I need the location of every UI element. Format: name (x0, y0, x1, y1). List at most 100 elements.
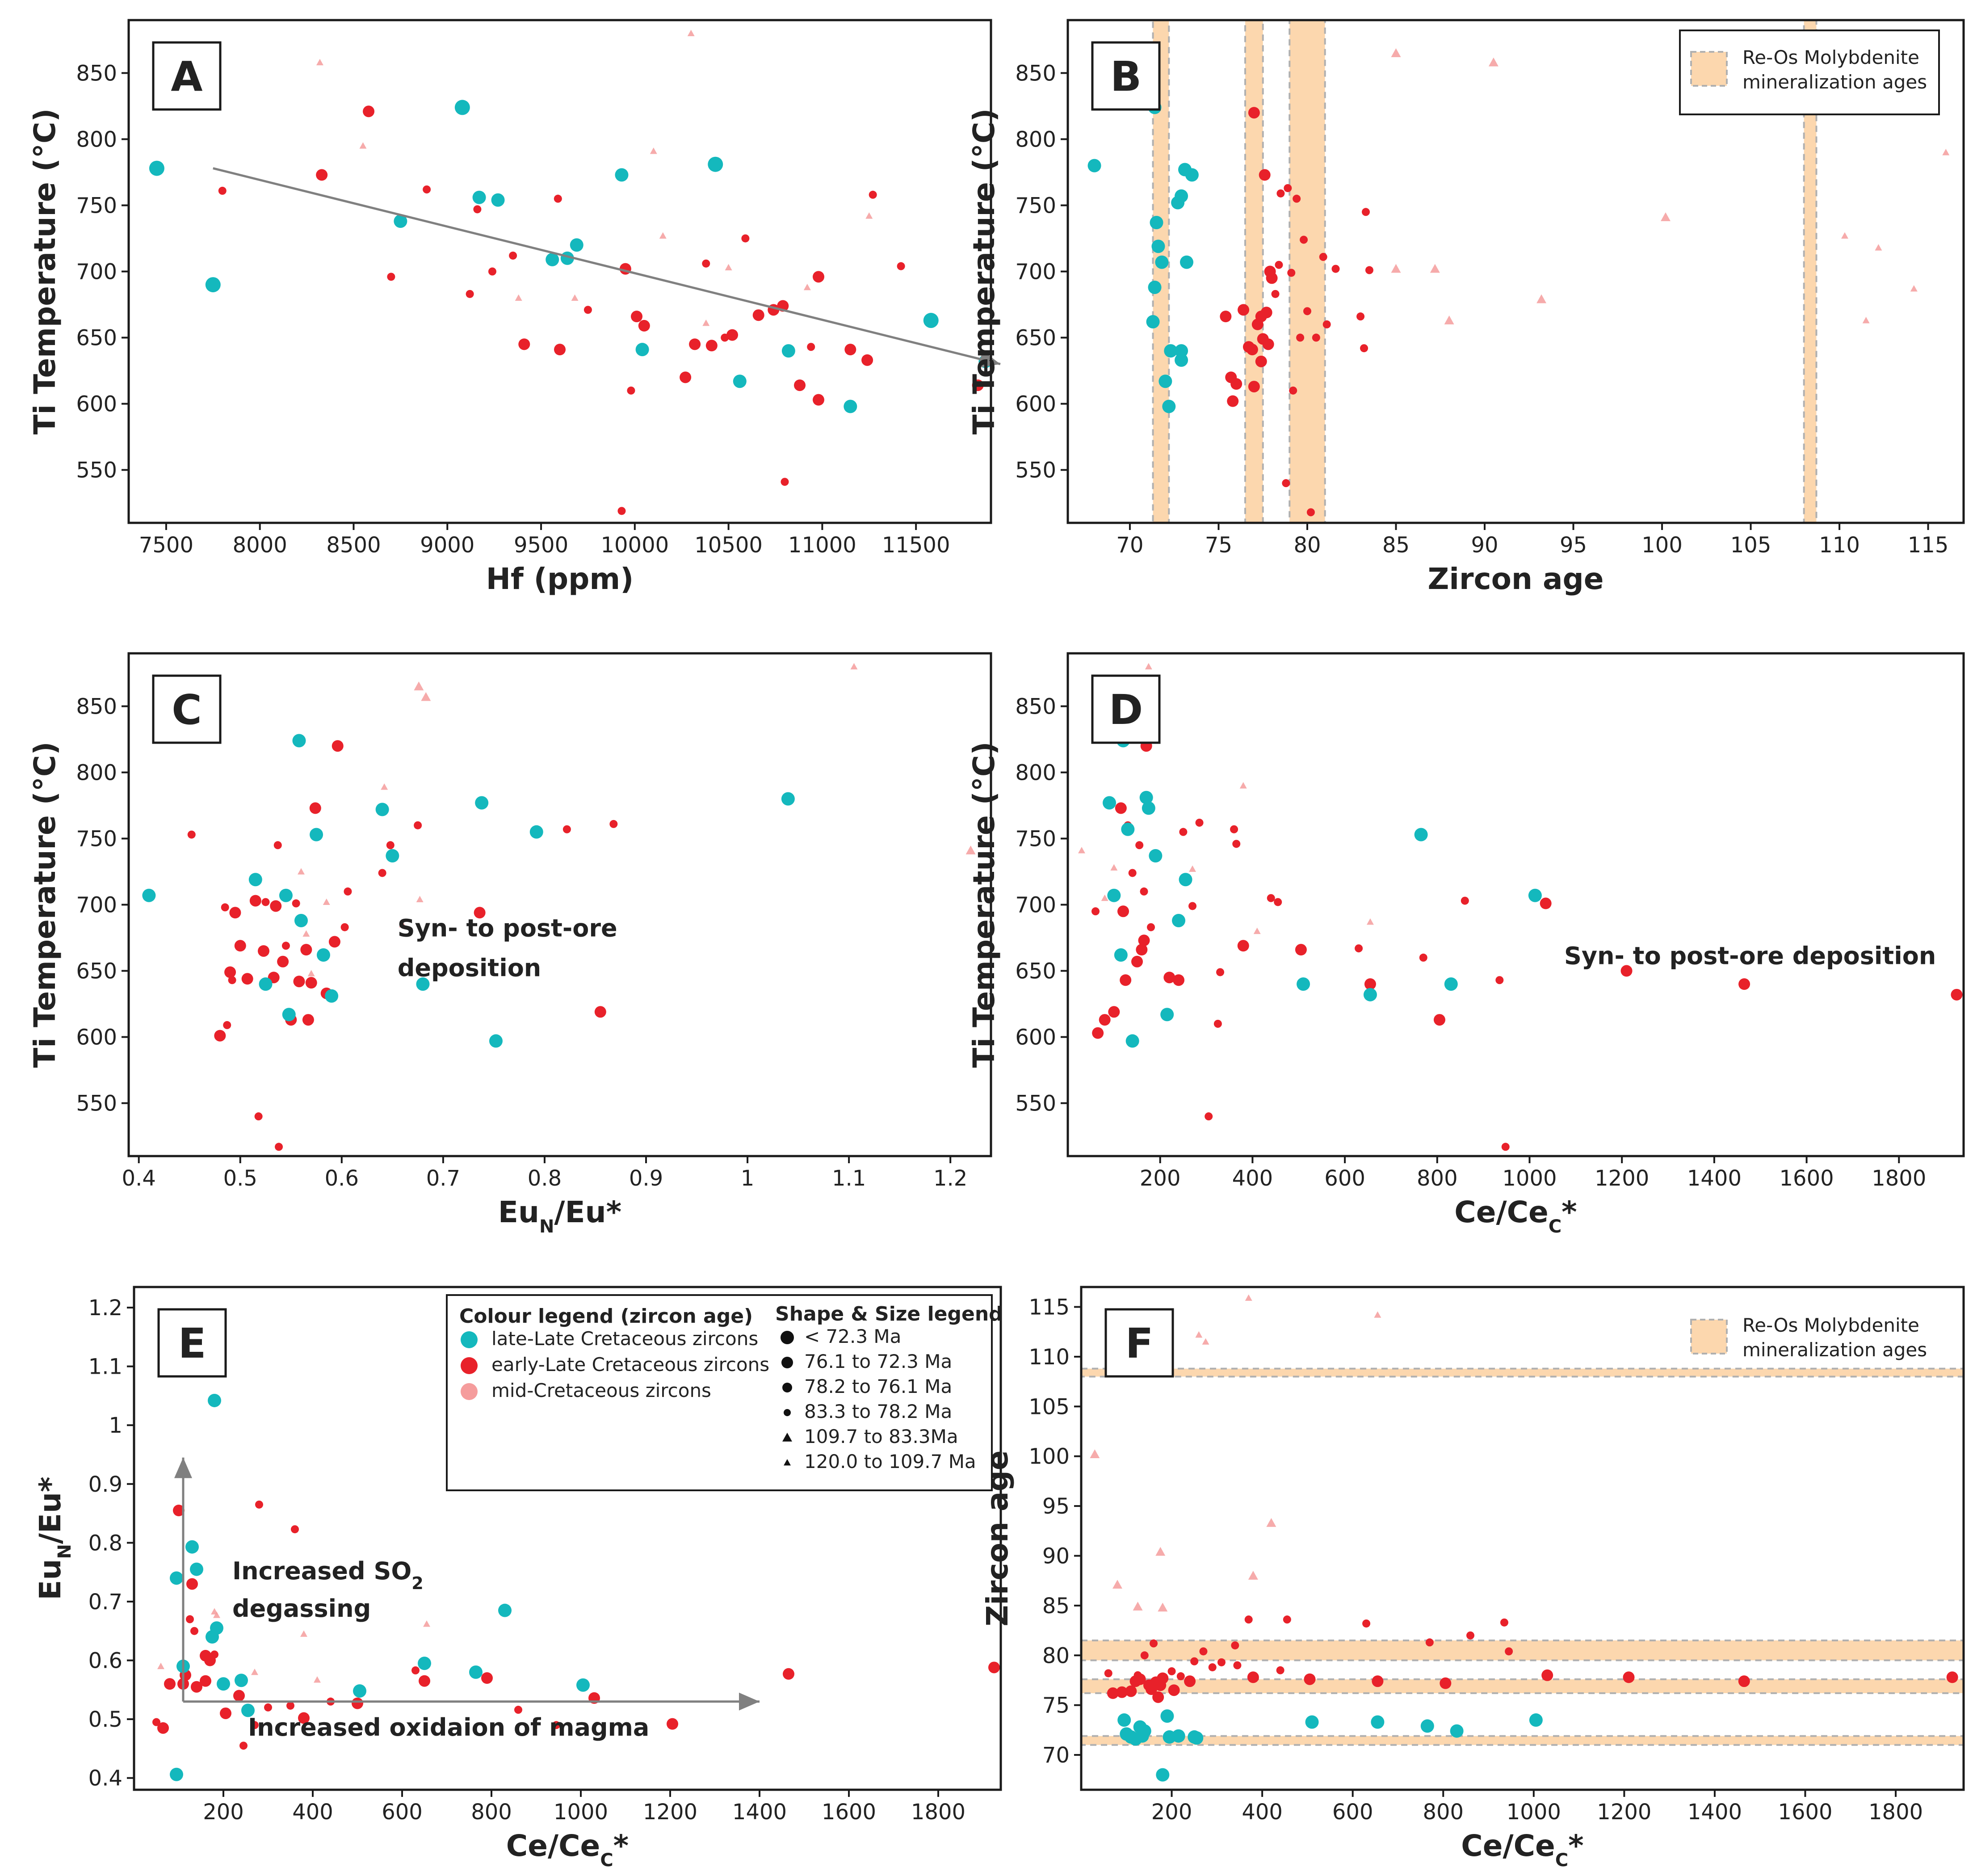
data-point-late (635, 343, 649, 357)
data-point-early (861, 354, 873, 366)
annotation-text: Syn- to post-ore deposition (1564, 942, 1936, 970)
data-point-mid (1391, 264, 1401, 273)
y-tick-label: 850 (76, 694, 117, 719)
data-point-early (1230, 378, 1242, 390)
data-point-late (386, 849, 399, 862)
data-point-early (387, 273, 395, 281)
x-tick-label: 90 (1471, 533, 1498, 558)
x-tick-label: 400 (1232, 1166, 1273, 1191)
data-point-early (1623, 1671, 1635, 1683)
x-tick-label: 600 (1324, 1166, 1365, 1191)
data-point-early (972, 379, 984, 391)
data-point-mid (1875, 244, 1882, 251)
x-tick-label: 1600 (1778, 1800, 1832, 1825)
data-point-early (1501, 1143, 1510, 1151)
x-tick-label: 70 (1116, 533, 1143, 558)
data-point-late (1107, 888, 1121, 902)
data-point-early (173, 1505, 185, 1516)
data-point-early (667, 1718, 678, 1730)
data-point-late (733, 374, 747, 388)
data-point-mid (1660, 212, 1671, 221)
band-legend-label: Re-Os Molybdenite (1742, 1314, 1919, 1336)
data-point-early (741, 234, 750, 243)
data-point-mid (803, 284, 811, 290)
x-tick-label: 1000 (1502, 1166, 1557, 1191)
data-point-late (1171, 1729, 1185, 1743)
data-point-late (1149, 849, 1163, 862)
data-point-early (273, 841, 282, 850)
plot-frame (133, 1286, 1002, 1791)
data-point-early (1199, 1647, 1208, 1656)
y-tick-label: 650 (1015, 959, 1056, 984)
data-point-late (454, 100, 470, 115)
y-tick-label: 550 (76, 458, 117, 483)
legend-shape-label: 78.2 to 76.1 Ma (804, 1375, 952, 1397)
data-point-mid (687, 29, 695, 37)
data-point-mid (213, 1611, 220, 1618)
legend-shape-marker (784, 1459, 791, 1466)
data-point-early (783, 1668, 794, 1680)
data-point-early (316, 169, 328, 181)
y-axis-title: Ti Temperature (°C) (28, 741, 62, 1068)
data-point-early (1505, 1647, 1513, 1656)
data-point-mid (702, 319, 710, 326)
data-point-early (241, 973, 253, 985)
data-point-mid (300, 1630, 307, 1637)
data-point-early (1216, 968, 1225, 976)
x-tick-label: 1200 (1597, 1800, 1651, 1825)
data-point-late (1185, 168, 1199, 182)
data-point-early (1184, 1675, 1196, 1687)
data-point-mid (1488, 57, 1498, 67)
data-point-early (1540, 897, 1552, 909)
data-point-late (1180, 255, 1194, 269)
band-legend-label: Re-Os Molybdenite (1742, 46, 1919, 68)
data-point-late (418, 1657, 431, 1670)
annotation-text: Syn- to post-ore (398, 914, 617, 942)
data-point-late (1162, 400, 1176, 413)
data-point-early (1195, 818, 1204, 827)
panel-e: 200 400 600 800 1000 1200 1400 1600 1800 0.4 0.5 0.… (33, 1286, 1002, 1871)
y-tick-label: 750 (76, 826, 117, 851)
y-axis-title: Ti Temperature (°C) (967, 741, 1001, 1068)
x-tick-label: 1.2 (933, 1166, 967, 1191)
data-point-early (1356, 312, 1365, 321)
panel-letter: E (178, 1320, 206, 1367)
y-tick-label: 750 (1015, 826, 1056, 851)
panel-letter: F (1125, 1320, 1154, 1367)
data-point-late (205, 277, 221, 293)
data-point-early (218, 186, 227, 195)
data-point-early (1365, 266, 1373, 274)
data-point-early (1440, 1677, 1452, 1689)
data-point-late (489, 1034, 503, 1048)
data-point-late (1190, 1731, 1204, 1745)
plot-frame (1066, 652, 1965, 1157)
x-axis-title: Hf (ppm) (486, 562, 634, 596)
data-point-early (1312, 333, 1320, 342)
data-point-early (689, 338, 701, 350)
data-point-early (1303, 307, 1311, 315)
trend-arrow-head (978, 350, 1000, 368)
data-point-early (1213, 1019, 1222, 1028)
data-point-mid (381, 783, 388, 790)
data-point-early (554, 194, 562, 203)
y-tick-label: 0.9 (88, 1472, 122, 1497)
data-point-late (208, 1393, 221, 1407)
data-point-early (1140, 887, 1148, 896)
data-point-late (475, 796, 489, 810)
y-tick-label: 600 (76, 392, 117, 417)
data-point-late (1156, 1768, 1170, 1782)
data-point-early (1355, 944, 1363, 953)
y-tick-label: 80 (1042, 1643, 1070, 1668)
panel-d: 200 400 600 800 1000 1200 1400 1600 1800 550 600 65… (967, 652, 1965, 1237)
data-point-early (1108, 1006, 1120, 1018)
data-point-early (186, 1578, 198, 1590)
data-point-late (1414, 828, 1428, 841)
y-tick-label: 0.8 (88, 1531, 122, 1556)
x-tick-label: 0.7 (426, 1166, 460, 1191)
data-point-early (1244, 1615, 1253, 1624)
data-point-early (1136, 944, 1148, 956)
data-point-early (1500, 1618, 1508, 1627)
data-point-late (1164, 344, 1178, 358)
data-point-mid (1248, 1571, 1258, 1580)
legend-colour-label: late-Late Cretaceous zircons (491, 1328, 758, 1350)
